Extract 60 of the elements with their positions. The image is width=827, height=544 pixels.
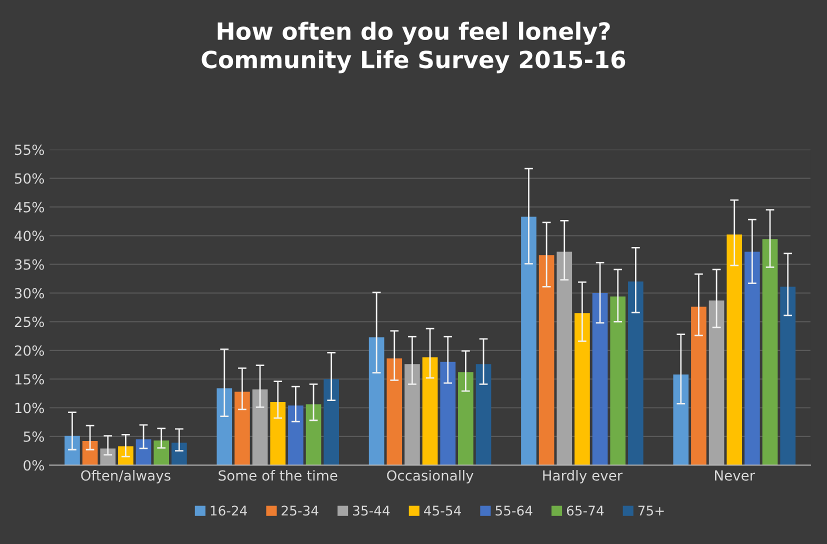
x-tick-label: Occasionally [387,470,474,484]
bar [708,300,724,466]
bar [556,252,572,466]
x-tick-label: Often/always [81,470,170,484]
bar [592,293,608,466]
bar [288,405,304,466]
bar [691,306,706,466]
bar [82,441,98,466]
bar [216,388,232,466]
bar [306,404,322,466]
y-tick-label: 55% [14,144,44,156]
bar [270,402,286,466]
y-tick-label: 45% [14,202,44,212]
y-tick-label: 40% [14,230,44,242]
y-tick-label: 15% [15,374,44,385]
bar [440,362,456,466]
y-tick-label: 35% [14,259,44,270]
bar [100,448,116,466]
legend-label: 35-44 [353,506,390,516]
bar [744,252,760,466]
legend-label: 55-64 [496,506,532,516]
bar [762,239,778,466]
bar [368,337,384,466]
chart-title: How often do you feel lonely? Community Life Survey 2015-16 [202,22,626,74]
y-tick-label: 50% [14,173,44,184]
y-tick-label: 30% [14,288,44,298]
bar [726,234,742,466]
x-tick-label: Some of the time [218,470,338,481]
bar [780,286,796,466]
bar [386,358,402,466]
bar [172,442,187,466]
y-tick-label: 0% [24,460,44,471]
bar [252,389,268,466]
bar [118,446,134,466]
legend-label: 16-24 [210,506,247,516]
bar [521,216,536,466]
bar [538,255,554,466]
bar [136,439,152,466]
legend-label: 25-34 [282,506,318,516]
bar [404,364,420,466]
x-tick-label: Hardly ever [543,470,623,484]
bar [610,296,626,466]
bar [673,374,689,466]
bar [458,372,474,466]
bar [234,392,250,466]
bar [628,282,644,466]
bar [324,379,340,466]
y-tick-label: 10% [15,402,44,414]
legend-label: 45-54 [424,506,461,516]
bar [574,313,590,466]
legend-label: 65-74 [566,506,604,516]
bar [64,436,80,466]
x-tick-label: Never [715,470,756,481]
bar [154,440,170,466]
y-tick-label: 25% [14,316,44,328]
y-tick-label: 20% [14,345,44,356]
y-tick-label: 5% [24,431,44,442]
bar [422,357,438,466]
bar [476,364,492,466]
legend-label: 75+ [638,506,664,516]
